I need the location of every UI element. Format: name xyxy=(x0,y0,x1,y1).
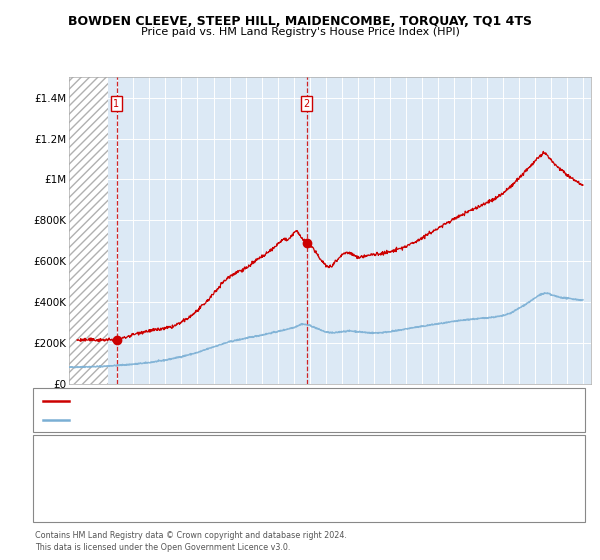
Text: 1: 1 xyxy=(41,454,49,464)
Text: £690,000: £690,000 xyxy=(216,493,265,503)
Text: 17-OCT-2007: 17-OCT-2007 xyxy=(87,493,155,503)
Text: Contains HM Land Registry data © Crown copyright and database right 2024.: Contains HM Land Registry data © Crown c… xyxy=(35,531,347,540)
Text: 142% ↑ HPI: 142% ↑ HPI xyxy=(318,493,380,503)
Text: Price paid vs. HM Land Registry's House Price Index (HPI): Price paid vs. HM Land Registry's House … xyxy=(140,27,460,38)
Text: BOWDEN CLEEVE, STEEP HILL, MAIDENCOMBE, TORQUAY, TQ1 4TS: BOWDEN CLEEVE, STEEP HILL, MAIDENCOMBE, … xyxy=(68,15,532,27)
Text: This data is licensed under the Open Government Licence v3.0.: This data is licensed under the Open Gov… xyxy=(35,543,290,552)
Text: 165% ↑ HPI: 165% ↑ HPI xyxy=(318,454,380,464)
Text: BOWDEN CLEEVE, STEEP HILL, MAIDENCOMBE, TORQUAY, TQ1 4TS (detached house): BOWDEN CLEEVE, STEEP HILL, MAIDENCOMBE, … xyxy=(75,396,458,405)
Text: 15-DEC-1995: 15-DEC-1995 xyxy=(87,454,156,464)
Text: 2: 2 xyxy=(41,493,49,503)
Text: £214,000: £214,000 xyxy=(216,454,265,464)
Text: HPI: Average price, detached house, Torbay: HPI: Average price, detached house, Torb… xyxy=(75,416,272,424)
Text: 1: 1 xyxy=(113,99,119,109)
Text: 2: 2 xyxy=(304,99,310,109)
